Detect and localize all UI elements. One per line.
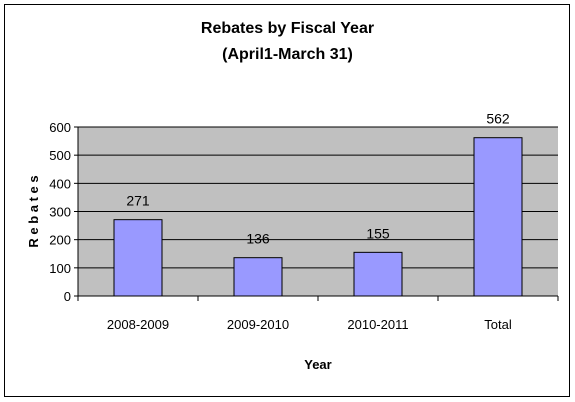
bar xyxy=(473,137,523,297)
x-axis-title: Year xyxy=(304,357,331,372)
y-tick-labels: 0 100 200 300 400 500 600 xyxy=(49,120,71,304)
y-tick-label: 300 xyxy=(49,205,71,220)
bars xyxy=(113,137,523,297)
y-tick-label: 500 xyxy=(49,148,71,163)
x-tick-label: 2009-2010 xyxy=(227,317,289,332)
data-label: 562 xyxy=(486,111,510,127)
x-tick-label: 2010-2011 xyxy=(347,317,408,332)
y-tick-label: 100 xyxy=(49,261,71,276)
data-label: 271 xyxy=(126,193,150,209)
y-tick-label: 0 xyxy=(64,289,71,304)
data-labels: 271 136 155 562 xyxy=(126,111,510,247)
y-tick-label: 200 xyxy=(49,233,71,248)
x-tick-label: 2008-2009 xyxy=(107,317,169,332)
bar xyxy=(233,257,283,297)
axes xyxy=(74,126,559,301)
bar xyxy=(353,251,403,297)
x-tick-label: Total xyxy=(484,317,512,332)
y-tick-label: 600 xyxy=(49,120,71,135)
x-tick-labels: 2008-2009 2009-2010 2010-2011 Total xyxy=(107,317,512,332)
chart-subtitle: (April1-March 31) xyxy=(222,46,353,63)
bar xyxy=(113,219,163,297)
y-tick-label: 400 xyxy=(49,176,71,191)
y-axis-title: R e b a t e s xyxy=(26,175,41,247)
data-label: 136 xyxy=(246,231,270,247)
chart-title: Rebates by Fiscal Year xyxy=(200,20,375,37)
data-label: 155 xyxy=(366,225,390,241)
